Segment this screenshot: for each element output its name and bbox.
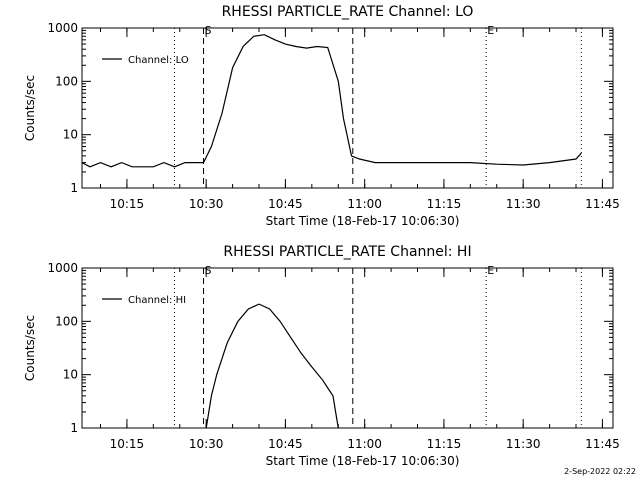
- x-tick-label: 11:30: [506, 437, 541, 451]
- y-axis-label: Counts/sec: [23, 315, 37, 381]
- x-tick-label: 10:15: [110, 437, 145, 451]
- footer-date: 2-Sep-2022 02:22: [564, 467, 636, 476]
- series-line: [205, 303, 339, 429]
- plot-frame: [81, 267, 614, 429]
- panel-hi: RHESSI PARTICLE_RATE Channel: HI 1 10 100 10…: [23, 244, 620, 468]
- marker-label: E: [487, 264, 494, 277]
- y-tick-label: 1: [70, 421, 78, 435]
- series-line: [81, 34, 582, 168]
- y-tick-label: 1000: [47, 261, 78, 275]
- x-axis-label: Start Time (18-Feb-17 10:06:30): [266, 454, 460, 468]
- y-tick-label: 1000: [47, 21, 78, 35]
- y-tick-label: 10: [63, 368, 78, 382]
- y-axis-label: Counts/sec: [23, 75, 37, 141]
- y-tick-label: 100: [55, 314, 78, 328]
- y-tick-label: 100: [55, 74, 78, 88]
- x-tick-label: 10:30: [189, 437, 224, 451]
- x-tick-label: 10:45: [268, 437, 303, 451]
- chart-title: RHESSI PARTICLE_RATE Channel: LO: [222, 4, 474, 20]
- y-tick-label: 1: [70, 181, 78, 195]
- x-tick-label: 11:00: [347, 197, 382, 211]
- x-tick-label: 11:15: [427, 437, 462, 451]
- chart-title: RHESSI PARTICLE_RATE Channel: HI: [223, 244, 471, 260]
- x-tick-label: 11:45: [585, 437, 620, 451]
- legend-label: Channel: HI: [128, 295, 186, 306]
- marker-label: S: [205, 24, 212, 37]
- x-axis-label: Start Time (18-Feb-17 10:06:30): [266, 214, 460, 228]
- x-tick-label: 11:45: [585, 197, 620, 211]
- plot-frame: [81, 27, 614, 189]
- x-tick-label: 11:30: [506, 197, 541, 211]
- panel-lo: RHESSI PARTICLE_RATE Channel: LO 1 10 100 10…: [23, 4, 620, 228]
- x-tick-label: 10:30: [189, 197, 224, 211]
- x-tick-label: 10:45: [268, 197, 303, 211]
- x-tick-label: 10:15: [110, 197, 145, 211]
- x-tick-label: 11:00: [347, 437, 382, 451]
- legend-label: Channel: LO: [128, 55, 189, 66]
- x-tick-label: 11:15: [427, 197, 462, 211]
- marker-label: E: [487, 24, 494, 37]
- y-tick-label: 10: [63, 128, 78, 142]
- marker-label: S: [205, 264, 212, 277]
